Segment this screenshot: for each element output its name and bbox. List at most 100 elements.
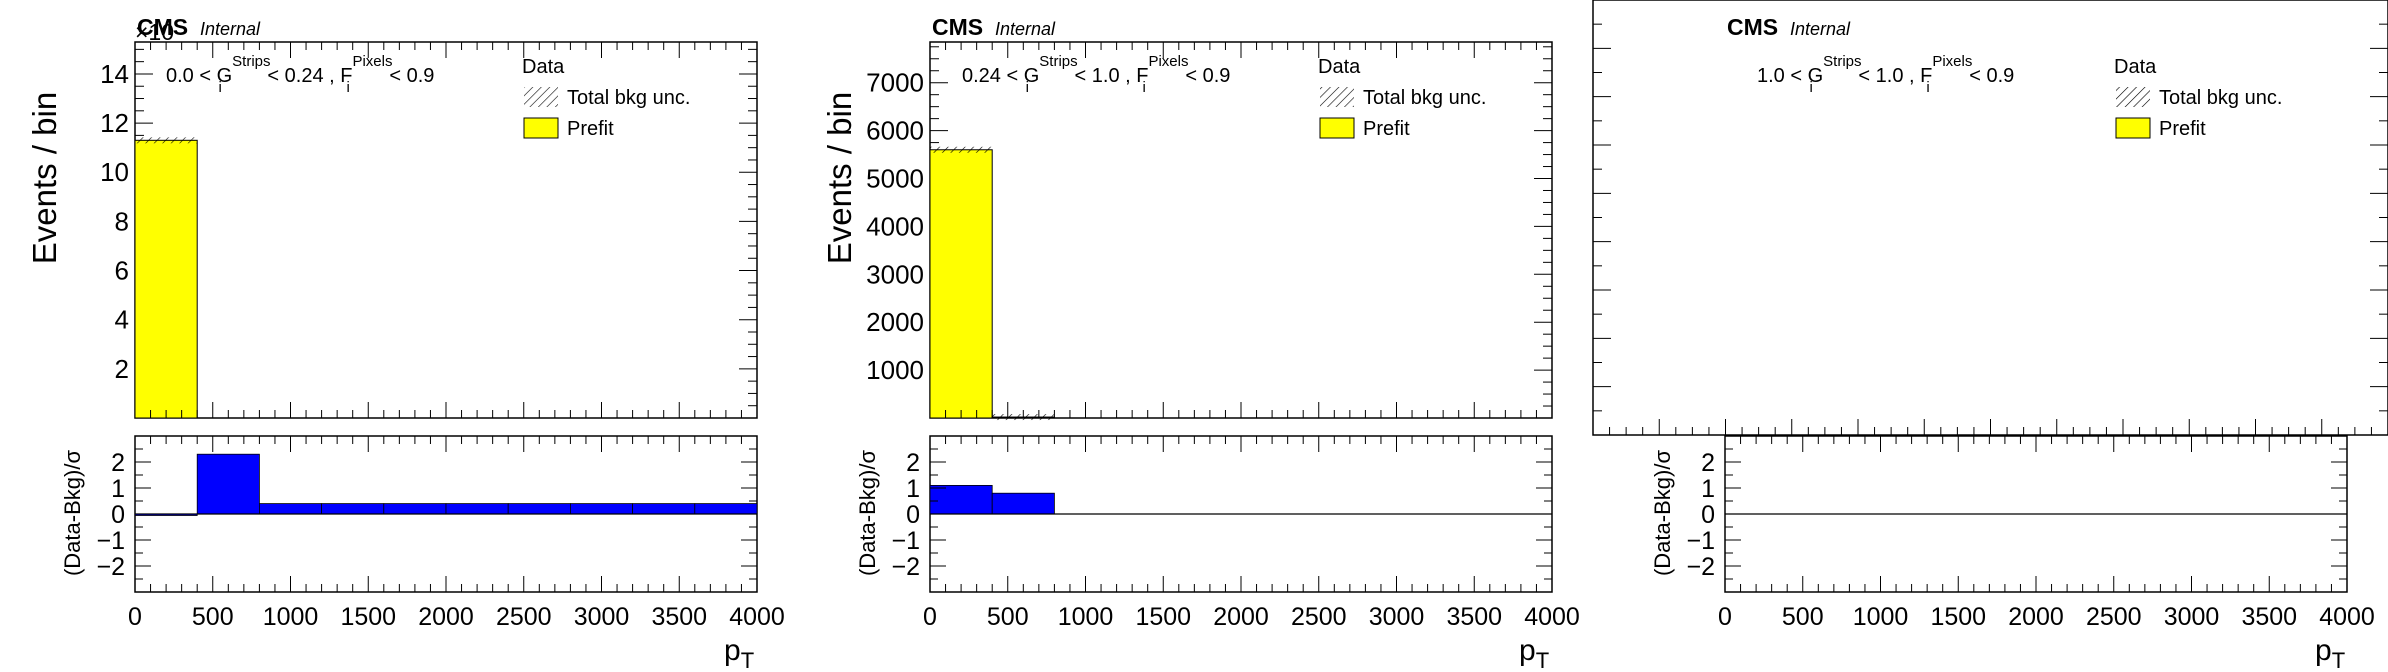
x-tick-label: 1500	[1930, 603, 1986, 631]
x-tick-label: 1000	[1058, 603, 1114, 631]
x-tick-label: 2000	[2008, 603, 2064, 631]
x-tick-label: 2500	[1291, 603, 1347, 631]
panel-3-cms-label: CMS	[1727, 14, 1778, 40]
main-y-tick-label: 2	[115, 354, 129, 384]
x-tick-label: 3000	[1369, 603, 1425, 631]
main-y-tick-label: 6000	[866, 116, 924, 146]
ratio-y-tick-label: 1	[1701, 475, 1715, 503]
legend-entry-data: Data	[1318, 56, 1361, 78]
x-tick-label: 2500	[496, 603, 552, 631]
panel-1-y-axis-label: Events / bin	[26, 92, 63, 264]
x-tick-label: 0	[923, 603, 937, 631]
panel-1-ratio-y-label: (Data-Bkg)/σ	[60, 450, 85, 576]
main-y-tick-label: 10	[100, 157, 129, 187]
ratio-y-tick-label: −1	[891, 527, 920, 555]
legend-swatch-bkg-unc	[524, 87, 558, 107]
x-tick-label: 500	[1782, 603, 1824, 631]
legend-swatch-bkg-unc	[2116, 87, 2150, 107]
pull-bar	[694, 503, 758, 515]
pull-bar	[929, 484, 993, 515]
ratio-y-tick-label: 1	[906, 475, 920, 503]
pull-bar	[321, 503, 385, 515]
ratio-y-tick-label: 0	[1701, 501, 1715, 529]
prefit-bar	[134, 139, 198, 419]
legend-entry-bkg-unc: Total bkg unc.	[1363, 87, 1486, 109]
legend-entry-data: Data	[2114, 56, 2157, 78]
x-tick-label: 0	[128, 603, 142, 631]
x-tick-label: 1500	[340, 603, 396, 631]
x-tick-label: 500	[987, 603, 1029, 631]
x-tick-label: 3500	[651, 603, 707, 631]
x-tick-label: 4000	[2319, 603, 2375, 631]
legend-entry-bkg-unc: Total bkg unc.	[2159, 87, 2282, 109]
main-y-tick-label: 8	[115, 206, 129, 236]
x-tick-label: 3000	[2164, 603, 2220, 631]
panel-3-legend: Data Total bkg unc. Prefit	[2114, 56, 2282, 140]
ratio-y-tick-label: 0	[111, 501, 125, 529]
prefit-bar	[929, 149, 993, 419]
pull-bar	[570, 503, 634, 515]
legend-swatch-prefit	[523, 117, 559, 139]
x-tick-label: 3500	[2241, 603, 2297, 631]
x-tick-label: 2000	[1213, 603, 1269, 631]
panel-1: CMS Internal ×10 0.0 < GStrips i < 0.24 ,…	[26, 14, 754, 672]
panel-2-y-axis-label: Events / bin	[821, 92, 858, 264]
ratio-y-tick-label: −2	[96, 553, 125, 581]
main-y-tick-label: 5000	[866, 164, 924, 194]
panel-2-selection-label: 0.24 < GStrips i < 1.0 , FPixels i < 0.9	[962, 53, 1230, 96]
x-tick-label: 0	[1718, 603, 1732, 631]
panel-2: CMS Internal 0.24 < GStrips i < 1.0 , FPi…	[821, 14, 1549, 672]
ratio-y-tick-label: 2	[1701, 449, 1715, 477]
panel-3: CMS Internal 1.0 < GStrips i < 1.0 , FPix…	[1650, 14, 2345, 672]
main-y-tick-label: 4000	[866, 211, 924, 241]
bkg-unc-band	[930, 146, 993, 153]
main-y-tick-label: 3000	[866, 259, 924, 289]
legend-entry-prefit: Prefit	[1363, 118, 1410, 140]
panel-2-internal-label: Internal	[995, 19, 1056, 39]
ratio-y-tick-label: 2	[111, 449, 125, 477]
main-y-tick-label: 7000	[866, 68, 924, 98]
legend-swatch-bkg-unc	[1320, 87, 1354, 107]
panel-1-x-axis-label: pT	[724, 634, 754, 672]
pull-bar	[507, 503, 571, 515]
ratio-y-tick-label: 0	[906, 501, 920, 529]
pull-bar	[196, 453, 260, 515]
pull-bar	[258, 503, 322, 515]
x-tick-label: 4000	[1524, 603, 1580, 631]
legend-entry-prefit: Prefit	[567, 118, 614, 140]
ratio-y-tick-label: −2	[891, 553, 920, 581]
x-tick-label: 2500	[2086, 603, 2142, 631]
legend-entry-data: Data	[522, 56, 565, 78]
legend-entry-prefit: Prefit	[2159, 118, 2206, 140]
main-y-tick-label: 6	[115, 256, 129, 286]
legend-swatch-prefit	[1319, 117, 1355, 139]
x-tick-label: 1000	[1853, 603, 1909, 631]
pull-bar	[445, 503, 509, 515]
legend-swatch-prefit	[2115, 117, 2151, 139]
panel-2-ratio-y-label: (Data-Bkg)/σ	[855, 450, 880, 576]
panel-3-internal-label: Internal	[1790, 19, 1851, 39]
panel-3-selection-label: 1.0 < GStrips i < 1.0 , FPixels i < 0.9	[1757, 53, 2014, 96]
ratio-y-tick-label: 2	[906, 449, 920, 477]
x-tick-label: 4000	[729, 603, 785, 631]
x-tick-label: 3500	[1446, 603, 1502, 631]
panel-2-cms-label: CMS	[932, 14, 983, 40]
panel-1-internal-label: Internal	[200, 19, 261, 39]
ratio-y-tick-label: −2	[1686, 553, 1715, 581]
x-tick-label: 1000	[263, 603, 319, 631]
panel-1-cms-label: CMS	[137, 14, 188, 40]
ratio-y-tick-label: 1	[111, 475, 125, 503]
panel-1-legend: Data Total bkg unc. Prefit	[522, 56, 690, 140]
pull-bar	[632, 503, 696, 515]
legend-entry-bkg-unc: Total bkg unc.	[567, 87, 690, 109]
panel-3-ratio-y-label: (Data-Bkg)/σ	[1650, 450, 1675, 576]
x-tick-label: 500	[192, 603, 234, 631]
main-y-tick-label: 12	[100, 108, 129, 138]
bkg-unc-band	[135, 137, 198, 144]
panel-3-x-axis-label: pT	[2315, 634, 2345, 672]
pull-bar	[991, 492, 1055, 515]
x-tick-label: 3000	[574, 603, 630, 631]
pull-bar	[383, 503, 447, 515]
panel-1-selection-label: 0.0 < GStrips i < 0.24 , FPixels i < 0.9	[166, 53, 434, 96]
